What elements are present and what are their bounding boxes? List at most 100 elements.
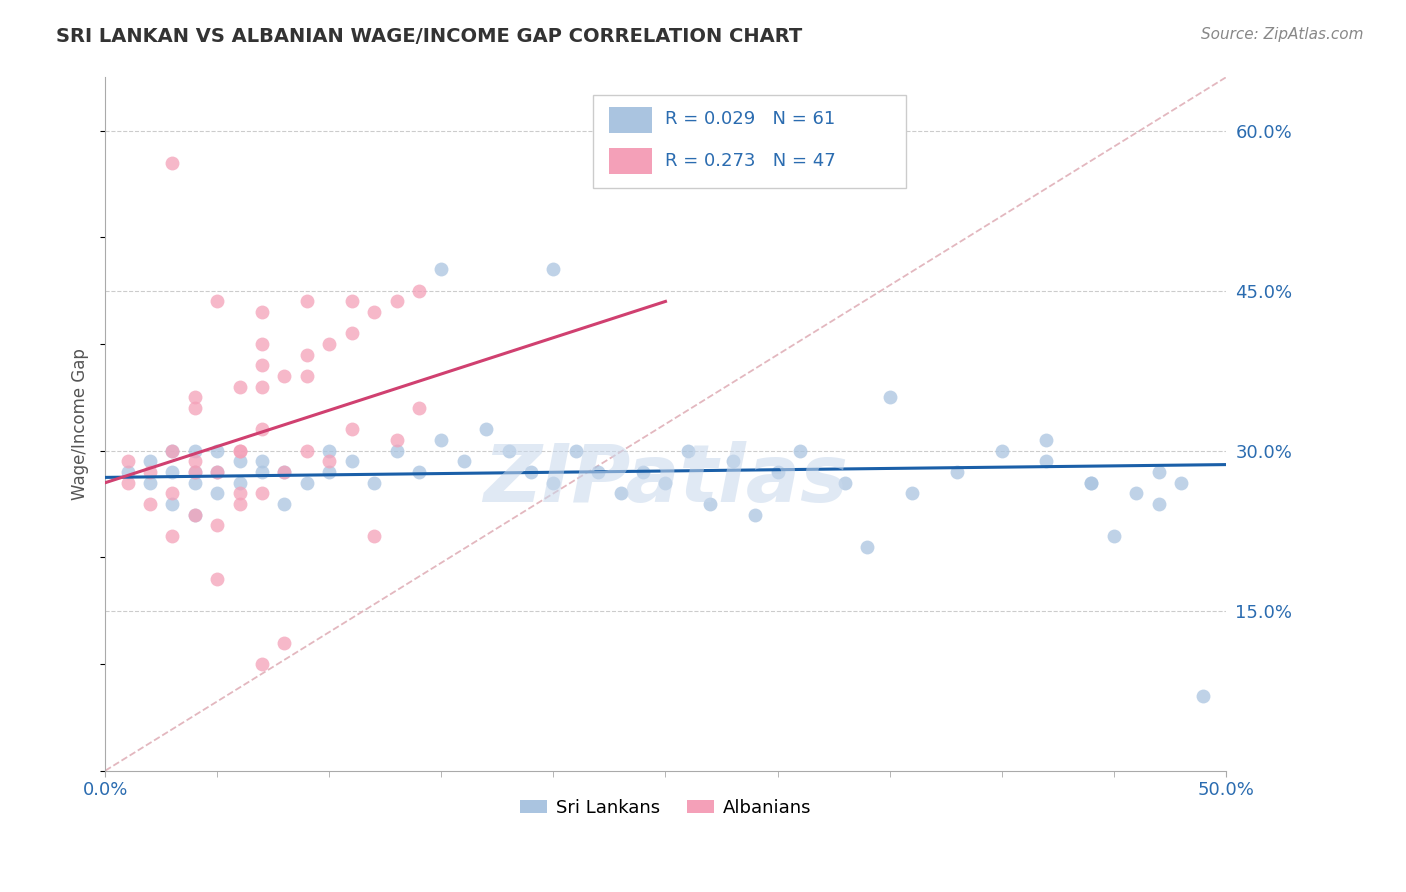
Point [162,529,184,543]
Point [273,465,295,479]
Text: R = 0.029   N = 61: R = 0.029 N = 61 [665,110,835,128]
Point [184,454,207,468]
Point [1080,475,1102,490]
Point [1147,497,1170,511]
Point [856,540,879,554]
Point [250,657,273,671]
Point [430,262,453,277]
Point [228,497,250,511]
Point [228,443,250,458]
Point [1170,475,1192,490]
Point [162,155,184,169]
Point [363,475,385,490]
Point [295,369,318,384]
Point [184,401,207,415]
Point [250,422,273,436]
Point [340,294,363,309]
Point [498,443,520,458]
Point [295,294,318,309]
Point [318,454,340,468]
Point [184,508,207,522]
Point [228,475,250,490]
Point [1080,475,1102,490]
Point [430,433,453,447]
Point [207,518,229,533]
Point [565,443,588,458]
Point [273,465,295,479]
Text: R = 0.273   N = 47: R = 0.273 N = 47 [665,152,837,169]
Point [184,508,207,522]
Point [1125,486,1147,500]
Point [586,465,609,479]
Point [184,465,207,479]
Point [117,475,139,490]
Point [946,465,969,479]
Point [139,454,162,468]
Point [475,422,498,436]
Point [385,433,408,447]
Point [340,422,363,436]
Point [1035,433,1057,447]
Bar [593,95,907,188]
Point [363,305,385,319]
Point [408,465,430,479]
Point [654,475,676,490]
Point [207,443,229,458]
Point [162,443,184,458]
Point [139,465,162,479]
Point [1147,465,1170,479]
Point [318,337,340,351]
Point [184,443,207,458]
Point [162,465,184,479]
Point [385,443,408,458]
Point [721,454,744,468]
Text: ZIPatlas: ZIPatlas [484,441,848,518]
Point [1192,689,1215,703]
Point [879,391,901,405]
Legend: Sri Lankans, Albanians: Sri Lankans, Albanians [512,791,818,824]
Point [162,486,184,500]
Point [453,454,475,468]
Point [162,443,184,458]
Point [1035,454,1057,468]
Point [250,359,273,373]
Point [139,497,162,511]
Point [273,497,295,511]
Point [295,443,318,458]
Point [631,465,654,479]
Point [207,465,229,479]
Point [250,486,273,500]
Text: Source: ZipAtlas.com: Source: ZipAtlas.com [1201,27,1364,42]
Point [207,294,229,309]
Point [789,443,811,458]
Point [273,636,295,650]
Point [184,391,207,405]
Point [363,529,385,543]
Point [676,443,699,458]
Bar [609,148,652,175]
Point [207,465,229,479]
Point [250,380,273,394]
Point [228,443,250,458]
Point [543,475,565,490]
Point [184,475,207,490]
Point [207,486,229,500]
Point [207,572,229,586]
Point [184,465,207,479]
Point [408,284,430,298]
Point [295,348,318,362]
Point [990,443,1012,458]
Bar [609,106,652,133]
Y-axis label: Wage/Income Gap: Wage/Income Gap [72,348,89,500]
Point [1102,529,1125,543]
Text: SRI LANKAN VS ALBANIAN WAGE/INCOME GAP CORRELATION CHART: SRI LANKAN VS ALBANIAN WAGE/INCOME GAP C… [56,27,803,45]
Point [139,475,162,490]
Point [228,380,250,394]
Point [228,454,250,468]
Point [250,337,273,351]
Point [318,465,340,479]
Point [250,454,273,468]
Point [250,465,273,479]
Point [901,486,924,500]
Point [408,401,430,415]
